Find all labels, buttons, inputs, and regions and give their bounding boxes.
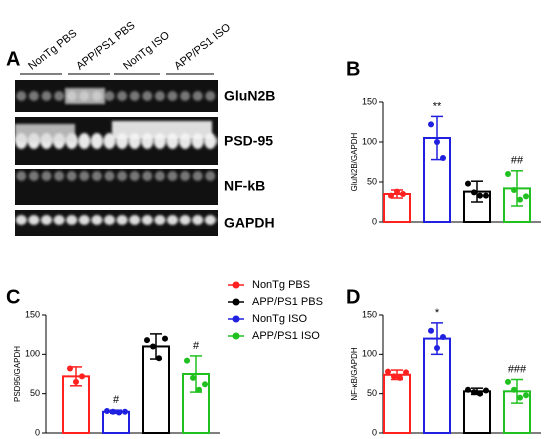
bar (463, 390, 491, 435)
annotation: ## (511, 155, 524, 167)
data-point (388, 192, 394, 199)
y-tick-label: 50 (30, 388, 40, 398)
data-point (391, 373, 397, 380)
data-point (104, 407, 110, 414)
data-point (394, 188, 400, 195)
blot-bands (15, 80, 218, 112)
legend-label: APP/PS1 PBS (252, 296, 323, 308)
data-point (477, 390, 483, 397)
data-point (517, 394, 523, 401)
panel-label: B (346, 58, 360, 80)
y-tick-label: 0 (35, 427, 40, 437)
group-label: NonTg PBS (26, 27, 79, 72)
legend-dot (232, 298, 240, 306)
data-point (196, 386, 202, 393)
legend-dot (232, 315, 240, 323)
y-tick-label: 100 (362, 136, 377, 146)
data-point (162, 335, 168, 342)
legend-label: APP/PS1 ISO (252, 330, 320, 342)
error-bar (511, 378, 523, 404)
group-label: APP/PS1 ISO (172, 21, 233, 73)
blot-bands (65, 88, 105, 104)
blot-bands (15, 202, 218, 232)
annotation: * (435, 307, 440, 319)
data-point (385, 368, 391, 375)
data-point (397, 374, 403, 381)
panel-label: D (346, 286, 360, 308)
data-point (523, 392, 529, 399)
data-point (73, 378, 79, 385)
blot: NonTg PBS APP/PS1 PBS NonTg ISO APP/PS1 … (15, 20, 275, 236)
band-label: NF-kB (224, 178, 265, 194)
y-tick-label: 150 (362, 96, 377, 106)
annotation: # (193, 340, 200, 352)
data-point (110, 408, 116, 415)
data-point (150, 343, 156, 350)
data-point (428, 121, 434, 128)
data-point (517, 196, 523, 203)
annotation: ### (508, 363, 527, 375)
data-point (471, 189, 477, 196)
annotation: ** (433, 100, 442, 112)
bar (383, 373, 411, 434)
data-point (400, 191, 406, 197)
data-point (144, 337, 150, 344)
data-point (511, 386, 517, 393)
legend-dot (232, 332, 240, 340)
data-point (477, 192, 483, 199)
y-tick-label: 150 (25, 309, 40, 319)
y-axis-label: PSD95/GAPDH (13, 346, 22, 402)
y-tick-label: 50 (367, 388, 377, 398)
data-point (202, 381, 208, 388)
data-point (434, 345, 440, 352)
y-tick-label: 100 (362, 349, 377, 359)
data-point (79, 373, 85, 380)
data-point (440, 155, 446, 161)
annotation: # (113, 394, 120, 406)
y-tick-label: 0 (372, 427, 377, 437)
band-label: GAPDH (224, 215, 275, 231)
y-tick-label: 100 (25, 349, 40, 359)
legend-label: NonTg PBS (252, 279, 310, 291)
blot-bands (112, 121, 212, 139)
data-point (122, 408, 128, 415)
data-point (440, 334, 446, 341)
blot-bands (15, 124, 75, 142)
data-point (403, 369, 409, 376)
data-point (190, 374, 196, 381)
data-point (505, 171, 511, 177)
error-bar (511, 170, 523, 207)
band-label: PSD-95 (224, 133, 273, 149)
blot-bands (15, 169, 218, 205)
y-axis-label: NF-κB/GAPDH (350, 347, 359, 401)
data-point (465, 180, 471, 187)
bar (102, 410, 130, 435)
y-tick-label: 50 (367, 176, 377, 186)
data-point (428, 327, 434, 334)
data-point (434, 139, 440, 145)
band-label: GluN2B (224, 88, 275, 104)
data-point (156, 355, 162, 362)
data-point (116, 409, 122, 416)
y-tick-label: 150 (362, 309, 377, 319)
panel-label: A (6, 48, 20, 70)
data-point (523, 193, 529, 200)
panel-label: C (6, 286, 20, 308)
data-point (483, 192, 489, 199)
data-point (471, 389, 477, 396)
error-bar (471, 180, 483, 203)
legend-dot (232, 281, 240, 289)
y-axis-label: GluN2B/GAPDH (350, 132, 359, 191)
data-point (184, 357, 190, 364)
data-point (465, 386, 471, 393)
y-tick-label: 0 (372, 216, 377, 226)
data-point (511, 187, 517, 193)
data-point (67, 365, 73, 372)
data-point (483, 387, 489, 394)
data-point (505, 378, 511, 385)
legend-label: NonTg ISO (252, 313, 307, 325)
